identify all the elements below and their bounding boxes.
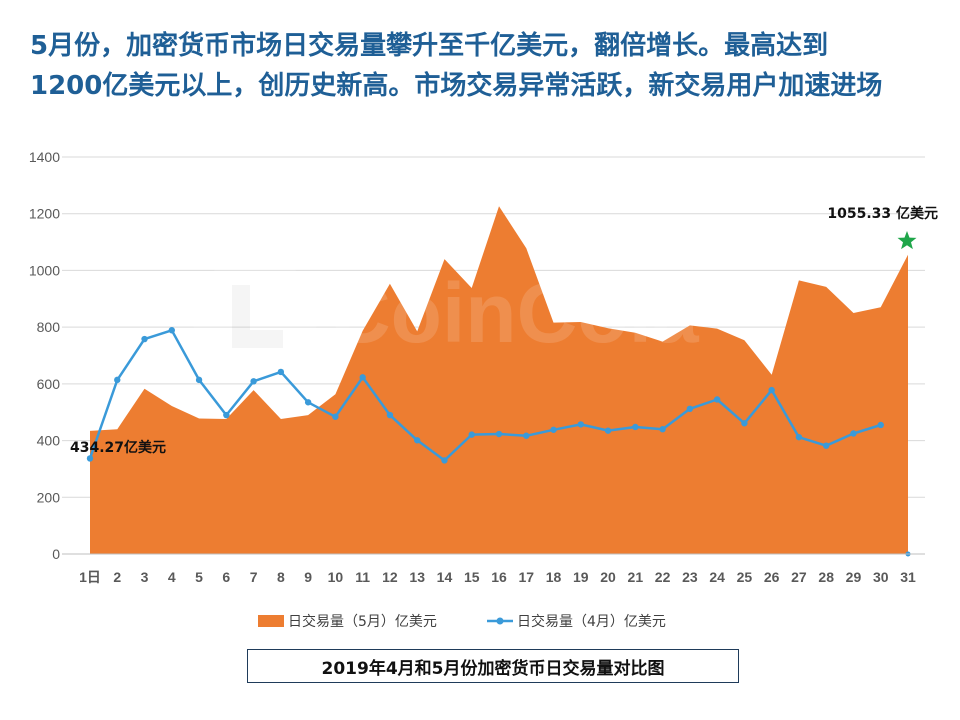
april-data-point bbox=[823, 442, 830, 449]
x-tick-label: 5 bbox=[195, 569, 203, 585]
y-tick-label: 400 bbox=[37, 433, 61, 449]
x-tick-label: 23 bbox=[682, 569, 698, 585]
x-tick-label: 3 bbox=[141, 569, 149, 585]
annotation-start-value: 434.27亿美元 bbox=[70, 439, 166, 456]
headline-line-2: 1200亿美元以上，创历史新高。市场交易异常活跃，新交易用户加速进场 bbox=[30, 71, 883, 101]
watermark: CoinCola bbox=[193, 255, 700, 379]
april-data-point bbox=[850, 430, 857, 437]
x-tick-label: 12 bbox=[382, 569, 398, 585]
april-data-point bbox=[441, 457, 448, 464]
x-tick-label: 22 bbox=[655, 569, 671, 585]
annotation-peak-value: 1055.33 亿美元 bbox=[827, 205, 938, 222]
april-data-point bbox=[277, 368, 285, 376]
x-tick-label: 16 bbox=[491, 569, 507, 585]
y-tick-label: 0 bbox=[52, 546, 60, 562]
april-data-point bbox=[713, 396, 721, 403]
watermark-logo-circle bbox=[193, 255, 317, 379]
watermark-logo-glyph bbox=[232, 285, 283, 348]
april-data-point bbox=[768, 386, 775, 394]
legend: 日交易量（5月）亿美元 日交易量（4月）亿美元 bbox=[258, 613, 666, 630]
may-volume-area bbox=[90, 206, 908, 555]
april-data-point bbox=[386, 411, 394, 419]
april-data-point bbox=[877, 421, 884, 429]
april-data-point bbox=[114, 376, 121, 384]
april-data-point bbox=[359, 374, 366, 381]
x-tick-label: 29 bbox=[846, 569, 862, 585]
y-tick-label: 800 bbox=[37, 319, 61, 335]
x-tick-label: 4 bbox=[168, 569, 176, 585]
legend-label-may: 日交易量（5月）亿美元 bbox=[288, 613, 437, 630]
april-data-point bbox=[741, 420, 748, 427]
x-tick-label: 2 bbox=[113, 569, 121, 585]
y-tick-label: 200 bbox=[37, 489, 61, 505]
april-volume-line bbox=[88, 329, 882, 462]
x-tick-label: 31 bbox=[900, 569, 916, 585]
y-tick-label: 600 bbox=[37, 376, 61, 392]
april-data-point bbox=[223, 411, 230, 419]
legend-label-april: 日交易量（4月）亿美元 bbox=[517, 613, 666, 630]
x-tick-label: 17 bbox=[518, 569, 534, 585]
april-data-point bbox=[168, 327, 175, 334]
may-area-layer bbox=[90, 206, 908, 555]
x-tick-label: 13 bbox=[409, 569, 425, 585]
x-tick-label: 11 bbox=[355, 569, 370, 585]
x-tick-label: 1日 bbox=[79, 569, 101, 585]
chart-caption: 2019年4月和5月份加密货币日交易量对比图 bbox=[247, 649, 739, 683]
april-data-point bbox=[468, 431, 475, 438]
x-tick-label: 8 bbox=[277, 569, 285, 585]
april-data-point bbox=[332, 413, 339, 420]
legend-swatch-april-marker bbox=[496, 617, 504, 625]
y-tick-label: 1200 bbox=[29, 206, 60, 222]
y-tick-label: 1000 bbox=[29, 262, 60, 278]
april-data-point bbox=[577, 421, 584, 428]
x-tick-label: 18 bbox=[546, 569, 562, 585]
x-tick-label: 9 bbox=[304, 569, 312, 585]
april-data-point bbox=[659, 426, 666, 433]
x-tick-label: 14 bbox=[437, 569, 453, 585]
april-data-point bbox=[141, 335, 148, 343]
star-icon bbox=[897, 231, 917, 250]
x-tick-label: 6 bbox=[222, 569, 230, 585]
annotation-layer: 434.27亿美元 1055.33 亿美元 bbox=[70, 205, 938, 456]
x-tick-label: 27 bbox=[791, 569, 807, 585]
y-tick-label: 1400 bbox=[29, 149, 60, 165]
april-data-point bbox=[686, 405, 694, 413]
chart-caption-text: 2019年4月和5月份加密货币日交易量对比图 bbox=[321, 658, 665, 679]
april-data-point bbox=[250, 378, 257, 385]
x-tick-label: 26 bbox=[764, 569, 780, 585]
x-tick-label: 25 bbox=[737, 569, 753, 585]
april-data-point bbox=[632, 423, 639, 431]
april-data-point bbox=[604, 427, 612, 434]
april-data-point bbox=[795, 433, 803, 441]
x-tick-label: 21 bbox=[628, 569, 644, 585]
x-tick-label: 10 bbox=[328, 569, 344, 585]
watermark-text: CoinCola bbox=[330, 266, 700, 360]
april-data-point bbox=[195, 376, 203, 384]
april-data-point bbox=[550, 426, 557, 433]
legend-swatch-may bbox=[258, 615, 284, 627]
april-data-point bbox=[86, 455, 94, 462]
april-data-point bbox=[414, 437, 421, 444]
april-data-point bbox=[523, 432, 530, 439]
x-tick-label: 24 bbox=[709, 569, 725, 585]
x-tick-label: 19 bbox=[573, 569, 589, 585]
april-data-point bbox=[304, 399, 312, 406]
headline-line-1: 5月份，加密货币市场日交易量攀升至千亿美元，翻倍增长。最高达到 bbox=[30, 31, 829, 61]
x-tick-label: 20 bbox=[600, 569, 616, 585]
x-tick-label: 15 bbox=[464, 569, 480, 585]
x-tick-label: 30 bbox=[873, 569, 889, 585]
headline: 5月份，加密货币市场日交易量攀升至千亿美元，翻倍增长。最高达到 1200亿美元以… bbox=[30, 26, 940, 106]
x-tick-label: 7 bbox=[250, 569, 258, 585]
april-data-point bbox=[495, 430, 503, 438]
april-line-layer bbox=[86, 327, 911, 557]
x-tick-label: 28 bbox=[818, 569, 834, 585]
